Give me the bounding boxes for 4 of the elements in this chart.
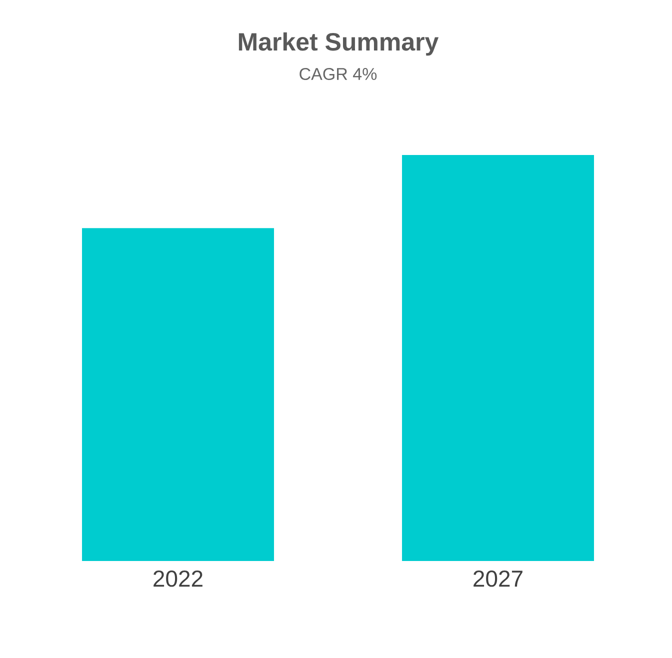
chart-title: Market Summary xyxy=(238,32,439,56)
x-tick-label: 2027 xyxy=(474,570,522,587)
x-tick-label: 2022 xyxy=(154,570,202,587)
chart-subtitle: CAGR 4% xyxy=(300,68,377,80)
